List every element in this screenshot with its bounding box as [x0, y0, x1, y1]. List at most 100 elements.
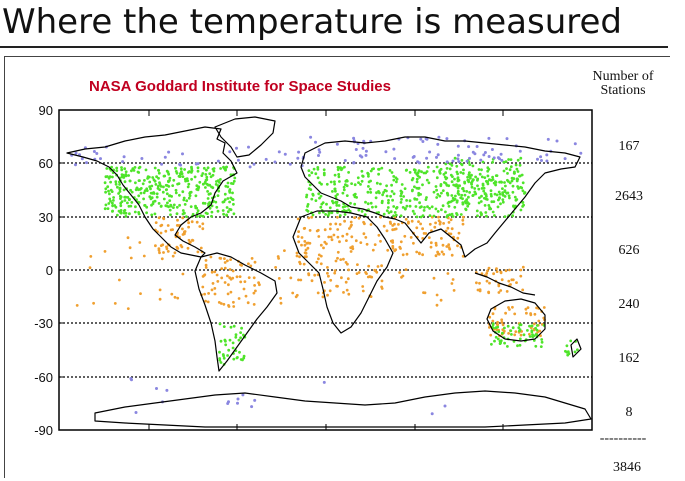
station-dot — [474, 175, 477, 179]
station-dot — [509, 165, 513, 169]
station-dot — [122, 155, 126, 159]
station-dot — [466, 201, 469, 204]
station-dot — [519, 208, 523, 212]
station-dot — [442, 252, 446, 256]
station-dot — [194, 162, 198, 166]
station-dot — [486, 269, 489, 273]
station-dot — [540, 338, 544, 341]
station-dot — [518, 174, 521, 178]
station-dot — [522, 333, 526, 337]
station-dot — [337, 173, 341, 176]
station-dot — [316, 176, 320, 180]
station-dot — [493, 339, 496, 343]
station-dot — [215, 273, 219, 277]
station-dot — [233, 176, 237, 180]
station-dot — [225, 206, 229, 209]
station-dot — [336, 250, 340, 254]
station-dot — [337, 204, 341, 207]
station-dot — [201, 222, 205, 226]
station-dot — [193, 175, 197, 179]
station-dot — [414, 205, 418, 208]
station-dot — [171, 254, 175, 258]
station-dot — [436, 142, 440, 146]
station-dot — [521, 189, 525, 193]
station-dot — [289, 276, 293, 280]
station-dot — [210, 210, 214, 214]
station-dot — [202, 166, 206, 170]
station-dot — [366, 171, 370, 175]
station-dot — [487, 136, 491, 140]
station-dot — [120, 168, 124, 172]
station-dot — [160, 223, 164, 227]
station-dot — [484, 211, 488, 214]
lat-tick-60: 60 — [39, 156, 53, 171]
station-dot — [440, 208, 443, 212]
station-dot — [413, 171, 417, 174]
station-dot — [456, 179, 460, 183]
station-dot — [239, 280, 243, 284]
station-dot — [208, 206, 212, 210]
station-dot — [423, 206, 426, 209]
station-dot — [367, 264, 371, 268]
station-dot — [487, 155, 491, 158]
station-dot — [210, 214, 213, 218]
station-dot — [451, 196, 455, 200]
station-dot — [480, 213, 483, 217]
station-dot — [410, 178, 414, 182]
station-dot — [509, 158, 513, 161]
station-dot — [369, 179, 372, 183]
station-dot — [169, 213, 172, 217]
station-dot — [519, 274, 523, 278]
station-dot — [158, 288, 162, 292]
station-dot — [488, 326, 491, 329]
station-dot — [176, 218, 179, 222]
station-dot — [310, 197, 314, 201]
station-dot — [369, 201, 373, 205]
station-dot — [162, 216, 165, 220]
station-dot — [205, 175, 209, 179]
station-dot — [390, 190, 394, 193]
station-dot — [126, 236, 130, 240]
station-dot — [349, 250, 353, 253]
station-dot — [451, 159, 455, 163]
station-dot — [308, 183, 312, 187]
station-dot — [295, 251, 299, 255]
station-dot — [398, 271, 401, 274]
station-dot — [228, 207, 232, 211]
station-dot — [225, 214, 229, 217]
station-dot — [227, 305, 231, 308]
tropical-station-dots — [75, 215, 546, 338]
station-dot — [420, 170, 423, 174]
station-dot — [119, 195, 123, 199]
station-dot — [139, 292, 142, 295]
station-dot — [470, 173, 473, 177]
station-dot — [127, 198, 131, 202]
station-dot — [502, 169, 506, 173]
station-dot — [338, 240, 341, 244]
station-dot — [189, 205, 193, 209]
station-dot — [445, 160, 449, 164]
station-dot — [495, 267, 498, 271]
station-dot — [526, 306, 530, 309]
station-dot — [244, 294, 248, 298]
station-dot — [429, 241, 433, 245]
station-dot — [525, 311, 528, 315]
station-dot — [518, 337, 522, 341]
station-dot — [217, 189, 221, 193]
station-dot — [232, 212, 236, 216]
station-dot — [377, 167, 380, 171]
station-dot — [456, 186, 460, 190]
station-dot — [444, 162, 448, 166]
station-dot — [347, 208, 351, 212]
station-dot — [498, 192, 502, 196]
station-dot — [499, 270, 503, 274]
station-dot — [501, 191, 505, 195]
station-dot — [445, 245, 449, 248]
station-dot — [228, 268, 232, 271]
station-dot — [223, 281, 227, 284]
station-dot — [195, 220, 199, 224]
station-dot — [334, 200, 338, 204]
australia-outline — [486, 298, 546, 342]
station-dot — [166, 201, 169, 205]
station-dot — [405, 252, 409, 256]
